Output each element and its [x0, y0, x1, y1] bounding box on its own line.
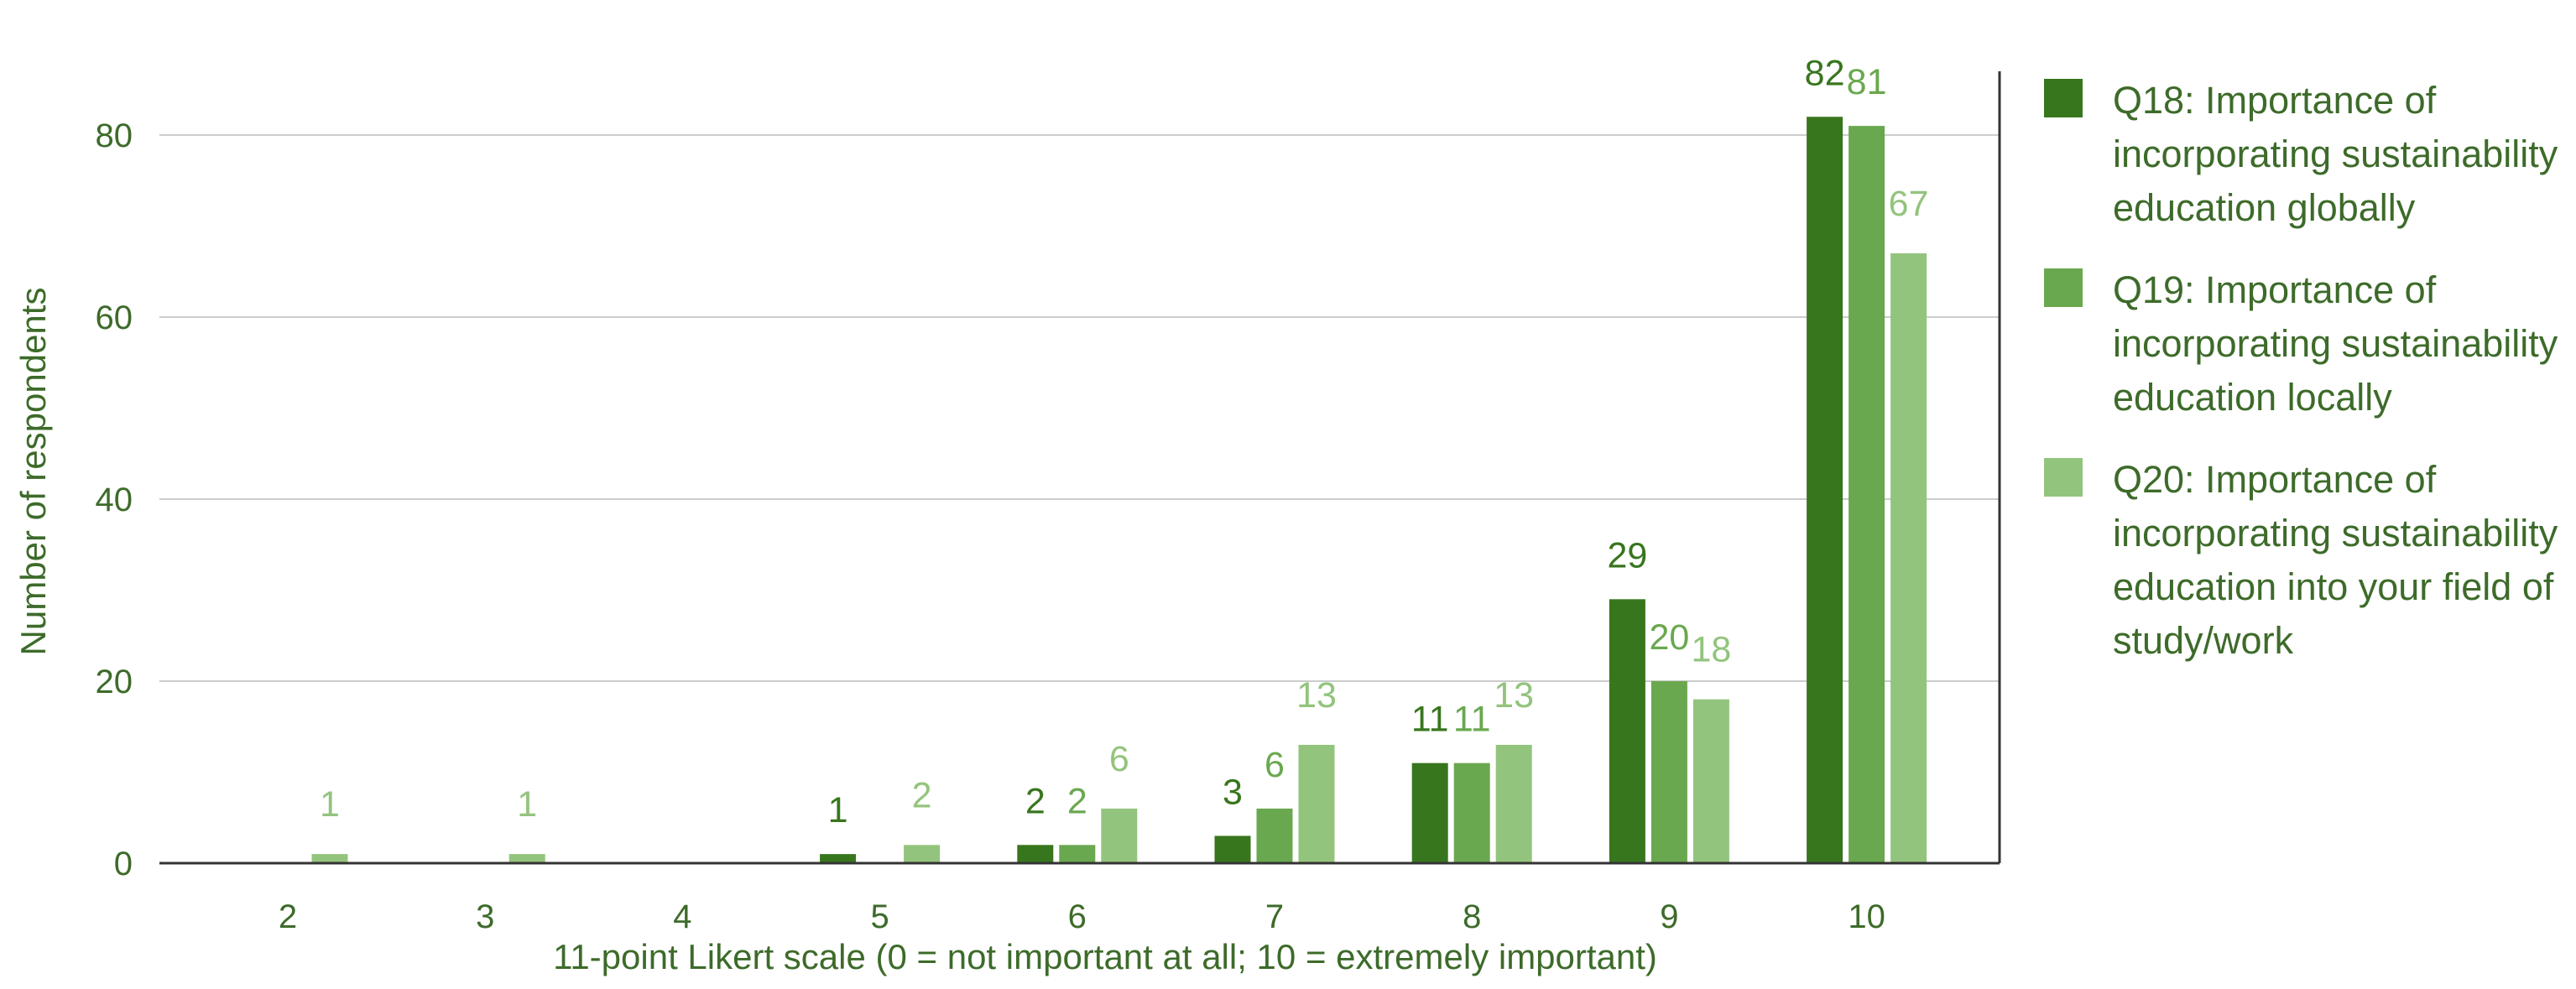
legend-label-q20: Q20: Importance of incorporating sustain…: [2113, 458, 2558, 662]
bars: [311, 117, 1927, 864]
data-label: 81: [1847, 62, 1887, 102]
y-tick-label: 40: [96, 481, 133, 518]
bar: [1256, 808, 1293, 863]
bar: [1017, 845, 1054, 863]
bar: [1298, 744, 1335, 863]
y-tick-label: 60: [96, 299, 133, 336]
bar: [820, 854, 857, 863]
data-label: 11: [1453, 700, 1491, 740]
bar: [311, 854, 348, 863]
x-tick-label: 9: [1660, 898, 1678, 935]
legend-item-q20: Q20: Importance of incorporating sustain…: [2041, 453, 2576, 668]
bar: [1849, 126, 1885, 863]
bar: [1692, 699, 1729, 863]
data-label: 1: [517, 784, 537, 825]
x-axis-title: 11-point Likert scale (0 = not important…: [553, 937, 1657, 976]
bar: [1101, 808, 1138, 863]
bar: [904, 845, 941, 863]
bar: [1650, 680, 1687, 863]
x-tick-label: 7: [1265, 898, 1284, 935]
data-label: 2: [1025, 781, 1046, 821]
data-label: 13: [1296, 675, 1337, 716]
bar: [1495, 744, 1532, 863]
legend-swatch-q18: [2044, 79, 2083, 117]
y-axis-title: Number of respondents: [13, 288, 53, 656]
data-label: 6: [1265, 745, 1285, 785]
bar: [1609, 599, 1645, 863]
legend-swatch-q19: [2044, 268, 2083, 307]
y-tick-labels: 0 20 40 60 80: [96, 117, 133, 882]
x-tick-label: 5: [870, 898, 889, 935]
legend-item-q19: Q19: Importance of incorporating sustain…: [2041, 263, 2576, 424]
x-tick-label: 2: [279, 898, 297, 935]
data-label: 67: [1889, 184, 1929, 224]
bar: [1059, 845, 1096, 863]
bar: [1214, 835, 1251, 863]
x-tick-label: 4: [673, 898, 691, 935]
data-label: 3: [1223, 772, 1243, 812]
x-tick-label: 6: [1068, 898, 1087, 935]
legend-item-q18: Q18: Importance of incorporating sustain…: [2041, 74, 2576, 235]
data-label: 18: [1691, 630, 1731, 670]
bar: [1411, 763, 1448, 863]
bar: [1807, 117, 1843, 863]
y-tick-label: 80: [96, 117, 133, 154]
data-label: 2: [1067, 781, 1087, 821]
data-label: 82: [1805, 53, 1845, 93]
y-tick-label: 20: [96, 664, 133, 700]
data-label: 29: [1607, 535, 1647, 575]
legend-label-q19: Q19: Importance of incorporating sustain…: [2113, 268, 2558, 419]
data-label: 20: [1649, 617, 1689, 658]
x-tick-labels: 2 3 4 5 6 7 8 9 10: [279, 898, 1885, 935]
legend-label-q18: Q18: Importance of incorporating sustain…: [2113, 79, 2558, 229]
x-tick-label: 3: [476, 898, 494, 935]
data-label: 11: [1411, 700, 1449, 740]
bar: [508, 854, 545, 863]
data-label: 13: [1494, 675, 1534, 716]
data-label: 2: [912, 775, 932, 815]
bar: [1890, 253, 1927, 864]
legend-swatch-q20: [2044, 458, 2083, 497]
legend: Q18: Importance of incorporating sustain…: [2041, 74, 2576, 696]
data-label: 1: [320, 784, 340, 825]
data-label: 6: [1109, 739, 1129, 779]
x-tick-label: 8: [1463, 898, 1481, 935]
gridlines: [159, 133, 2000, 682]
bar: [1453, 763, 1490, 863]
y-tick-label: 0: [114, 846, 133, 882]
data-label: 1: [828, 790, 848, 830]
x-tick-label: 10: [1848, 898, 1885, 935]
